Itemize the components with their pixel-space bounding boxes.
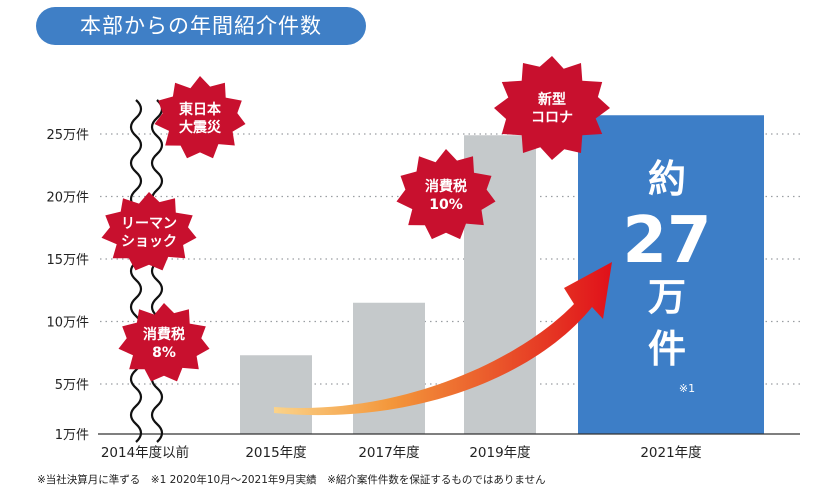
chart-title: 本部からの年間紹介件数	[36, 7, 366, 45]
x-tick-label: 2021年度	[640, 445, 701, 461]
y-tick-label: 25万件	[46, 128, 89, 143]
y-tick-label: 1万件	[55, 428, 89, 443]
event-label-east-japan-earthquake: 東日本	[179, 101, 222, 118]
highlight-footnote-mark: ※1	[679, 382, 695, 395]
event-label-covid: コロナ	[531, 110, 573, 126]
highlight-prefix: 約	[648, 157, 686, 201]
y-tick-label: 20万件	[46, 191, 89, 206]
highlight-unit-2: 件	[648, 327, 686, 371]
event-label-consumption-tax-8: 8%	[152, 345, 176, 361]
event-burst-consumption-tax-10	[396, 149, 496, 240]
event-label-lehman-shock: リーマン	[121, 216, 177, 232]
event-label-lehman-shock: ショック	[121, 234, 177, 250]
event-burst-lehman-shock	[101, 192, 197, 271]
axis-break-line	[150, 99, 164, 443]
x-tick-label: 2014年度以前	[101, 444, 189, 461]
event-burst-consumption-tax-8	[118, 303, 210, 382]
y-tick-label: 10万件	[46, 316, 89, 331]
event-label-covid: 新型	[538, 91, 566, 108]
bar	[353, 302, 425, 434]
axis-break-line	[129, 99, 143, 443]
event-label-consumption-tax-10: 消費税	[425, 178, 467, 195]
x-tick-label: 2017年度	[358, 445, 419, 461]
footnote: ※当社決算月に準ずる ※1 2020年10月～2021年9月実績 ※紹介案件件数…	[37, 474, 546, 486]
event-label-consumption-tax-10: 10%	[429, 197, 463, 213]
y-tick-label: 5万件	[55, 378, 89, 393]
event-label-east-japan-earthquake: 大震災	[179, 119, 222, 136]
y-tick-label: 15万件	[46, 253, 89, 268]
event-burst-east-japan-earthquake	[154, 76, 246, 159]
event-burst-covid	[494, 56, 610, 160]
event-label-consumption-tax-8: 消費税	[143, 326, 185, 343]
highlight-number: 27	[622, 204, 711, 278]
bar	[240, 355, 312, 434]
x-tick-label: 2015年度	[245, 445, 306, 461]
x-tick-label: 2019年度	[469, 445, 530, 461]
highlight-unit-1: 万	[648, 275, 686, 319]
growth-arrow	[274, 262, 612, 416]
